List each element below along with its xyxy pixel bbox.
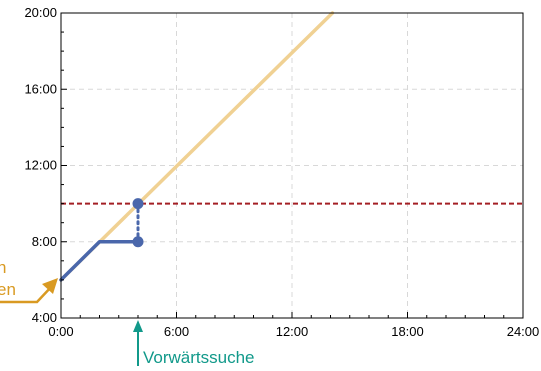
data-point-marker bbox=[132, 198, 144, 210]
y-tick-label: 12:00 bbox=[24, 158, 57, 173]
x-tick-label: 12:00 bbox=[276, 324, 309, 339]
y-tick-label: 4:00 bbox=[32, 310, 57, 325]
y-tick-label: 16:00 bbox=[24, 81, 57, 96]
left-annotation-line-1: n bbox=[0, 258, 6, 277]
data-point-marker bbox=[132, 236, 144, 248]
marker-layer bbox=[132, 198, 144, 248]
y-tick-label: 8:00 bbox=[32, 234, 57, 249]
beige-line-series bbox=[59, 11, 335, 282]
forward-search-arrow-head bbox=[133, 320, 143, 332]
grid bbox=[61, 13, 523, 318]
x-tick-label: 18:00 bbox=[391, 324, 424, 339]
annotation-layer: n en Vorwärtssuche bbox=[0, 258, 255, 367]
x-tick-label: 24:00 bbox=[507, 324, 540, 339]
left-annotation-arrow-head bbox=[42, 278, 58, 294]
x-tick-label: 0:00 bbox=[48, 324, 73, 339]
left-annotation-line-2: en bbox=[0, 280, 16, 299]
blue-path-series bbox=[59, 240, 140, 282]
left-annotation-arrow-shaft bbox=[0, 285, 53, 304]
y-tick-label: 20:00 bbox=[24, 5, 57, 20]
forward-search-label: Vorwärtssuche bbox=[143, 348, 255, 367]
x-tick-label: 6:00 bbox=[164, 324, 189, 339]
tick-layer: 0:00 6:00 12:00 18:00 24:00 4:00 8:00 12:00 16:0… bbox=[24, 5, 539, 339]
